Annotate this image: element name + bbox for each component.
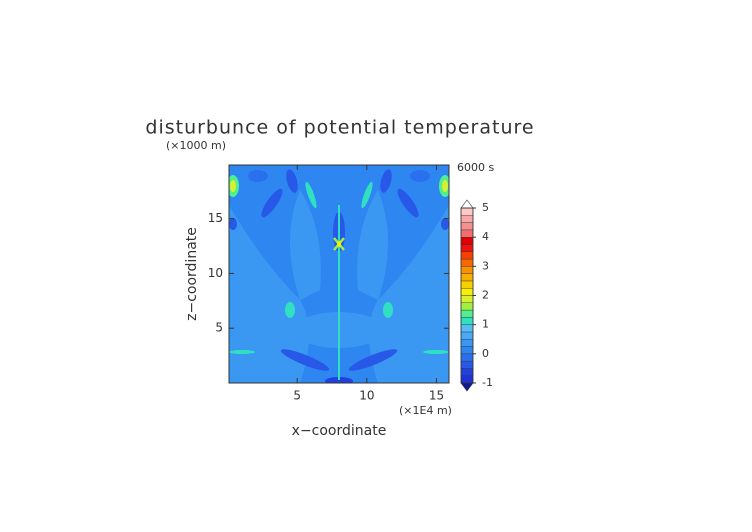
- contour-region: [261, 188, 283, 218]
- contour-region: [338, 205, 340, 380]
- contour-region: [348, 349, 398, 371]
- colorbar-band: [460, 368, 474, 376]
- contour-region: [229, 218, 237, 230]
- colorbar-band: [460, 244, 474, 252]
- contour-region: [230, 180, 236, 192]
- colorbar-tick-label: -1: [482, 376, 493, 389]
- contour-region: [441, 218, 449, 230]
- colorbar-band: [460, 280, 474, 289]
- colorbar-band: [460, 360, 474, 369]
- y-unit: (×1000 m): [166, 139, 226, 152]
- x-tick-label: 15: [429, 389, 444, 403]
- contour-region: [285, 302, 295, 318]
- contour-region: [286, 169, 298, 193]
- contour-region: [290, 190, 321, 300]
- x-tick-label: 10: [359, 389, 374, 403]
- colorbar-band: [460, 317, 474, 325]
- chart-title: disturbunce of potential temperature: [145, 117, 534, 139]
- contour-region: [229, 205, 309, 383]
- colorbar-band: [460, 346, 474, 355]
- colorbar-band: [460, 207, 474, 216]
- colorbar-band: [460, 331, 474, 340]
- colorbar-tick-label: 4: [482, 230, 489, 243]
- colorbar-tick-label: 2: [482, 289, 489, 302]
- colorbar-band: [460, 229, 474, 238]
- colorbar-tick-label: 5: [482, 201, 489, 214]
- contour-region: [229, 350, 255, 354]
- y-tick-label: 5: [215, 321, 223, 335]
- contour-region: [383, 302, 393, 318]
- colorbar-band: [460, 353, 474, 362]
- y-axis-label: z−coordinate: [184, 227, 200, 321]
- colorbar-over: [460, 199, 474, 209]
- contour-region: [410, 170, 430, 182]
- colorbar-band: [460, 288, 474, 296]
- y-tick-label: 10: [208, 266, 223, 280]
- contour-region: [369, 205, 449, 383]
- contour-region: [357, 190, 388, 300]
- colorbar-tick-label: 0: [482, 347, 489, 360]
- contour-region: [305, 181, 317, 209]
- contour-region: [442, 180, 448, 192]
- colorbar-band: [460, 375, 474, 384]
- time-label: 6000 s: [457, 161, 494, 174]
- colorbar-band: [460, 251, 474, 260]
- contour-region: [423, 350, 449, 354]
- contour-region: [337, 241, 341, 247]
- contour-region: [280, 349, 330, 371]
- x-tick-label: 5: [293, 389, 301, 403]
- plot-frame: [228, 164, 450, 384]
- colorbar-under: [460, 382, 474, 392]
- colorbar-band: [460, 258, 474, 267]
- colorbar-band: [460, 295, 474, 303]
- colorbar-band: [460, 309, 474, 318]
- x-axis-label: x−coordinate: [292, 423, 387, 439]
- colorbar-band: [460, 324, 474, 333]
- colorbar-band: [460, 222, 474, 231]
- colorbar-band: [460, 273, 474, 282]
- contour-region: [380, 169, 392, 193]
- colorbar-band: [460, 236, 474, 245]
- colorbar-band: [460, 339, 474, 347]
- colorbar-tick-label: 3: [482, 259, 489, 272]
- contour-field: [229, 165, 449, 383]
- colorbar-tick-label: 1: [482, 318, 489, 331]
- contour-region: [397, 188, 419, 218]
- x-unit: (×1E4 m): [399, 404, 452, 417]
- colorbar-band: [460, 215, 474, 223]
- contour-region: [325, 377, 353, 383]
- colorbar-band: [460, 302, 474, 311]
- colorbar-band: [460, 266, 474, 274]
- contour-region: [248, 170, 268, 182]
- y-tick-label: 15: [208, 211, 223, 225]
- contour-region: [361, 181, 373, 209]
